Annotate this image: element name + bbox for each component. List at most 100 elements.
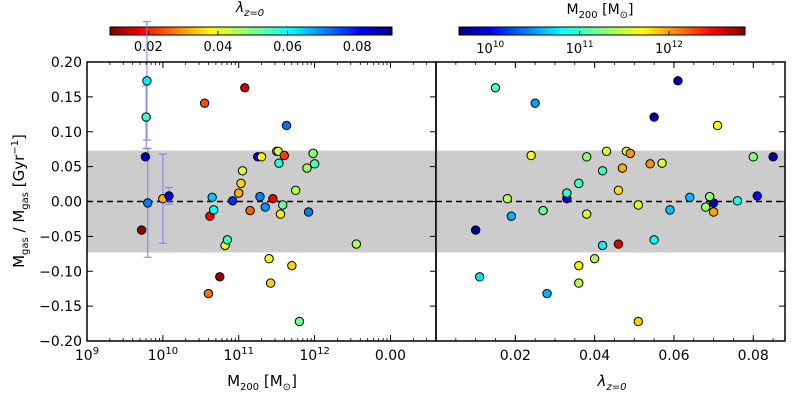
y-tick-label: 0.15 [51, 90, 82, 106]
right-data-point [597, 240, 608, 251]
left-x-tick-label: 1010 [148, 346, 179, 364]
right-data-point [589, 253, 600, 264]
right-data-point [470, 225, 481, 235]
right-colorbar-gradient [458, 26, 746, 36]
left-data-point [215, 272, 225, 282]
right-data-point [538, 205, 548, 216]
left-data-point [199, 98, 210, 108]
right-data-point [574, 260, 584, 271]
right-x-tick-label: 0.04 [579, 348, 610, 364]
left-x-axis-label: M200 [M⊙] [227, 372, 297, 393]
y-axis-label: Mgas / Mgas [Gyr−1] [10, 134, 31, 268]
right-data-point [582, 152, 592, 162]
right-colorbar-tick-label: 1011 [566, 40, 594, 57]
left-data-point [222, 235, 233, 245]
right-data-point [617, 163, 628, 173]
y-tick-label: −0.05 [39, 229, 82, 245]
left-data-point [281, 120, 292, 131]
left-data-point [290, 185, 301, 196]
left-data-point [237, 166, 248, 176]
left-data-point [136, 225, 147, 235]
left-data-point [227, 196, 238, 206]
right-data-point [732, 196, 743, 206]
left-data-point [141, 112, 151, 122]
right-data-point [704, 191, 715, 202]
right-data-point [574, 178, 584, 189]
y-tick-label: −0.10 [39, 264, 82, 280]
left-panel: 109 1010 1011 1012 0.00 [75, 20, 437, 364]
left-colorbar: λz=0 0.02 0.04 0.06 0.08 [109, 0, 393, 55]
left-data-point [142, 198, 153, 208]
right-data-point [613, 239, 624, 249]
y-tick-label: 0.00 [51, 195, 82, 211]
right-data-point [645, 159, 655, 169]
right-data-point [633, 316, 643, 327]
left-data-point [203, 288, 214, 299]
left-data-point [140, 152, 151, 162]
right-data-point [673, 76, 683, 86]
right-data-point [530, 98, 540, 108]
y-tick-label: 0.10 [51, 125, 82, 141]
y-tick-label: 0.05 [51, 160, 82, 176]
right-x-tick-label: 0.06 [658, 348, 689, 364]
y-axis-label-dot: · [16, 254, 21, 272]
right-data-point [649, 235, 659, 245]
y-tick-label: −0.20 [39, 334, 82, 350]
right-data-point [700, 202, 711, 212]
left-data-point [309, 159, 320, 169]
right-data-point [582, 209, 592, 219]
left-data-point [351, 239, 362, 249]
right-colorbar-label: M200 [M⊙] [566, 2, 633, 21]
right-x-axis-label: λz=0 [597, 372, 627, 393]
left-colorbar-tick-label: 0.06 [273, 40, 302, 55]
right-data-point [506, 211, 517, 221]
right-colorbar-tick-label: 1012 [655, 40, 683, 57]
right-data-point [768, 152, 778, 162]
right-data-point [708, 207, 719, 217]
right-data-point [625, 148, 636, 159]
y-tick-label: −0.15 [39, 299, 82, 315]
left-data-point [265, 278, 276, 288]
left-colorbar-gradient [109, 26, 393, 36]
right-data-point [542, 288, 552, 299]
right-data-point [752, 191, 762, 201]
right-x-tick-label: 0.02 [500, 348, 531, 364]
left-data-point [303, 207, 314, 217]
left-data-point [260, 202, 270, 212]
left-data-point [256, 152, 267, 162]
right-data-point [490, 83, 501, 93]
left-data-point [287, 260, 297, 271]
left-data-point [240, 83, 250, 93]
right-data-point [474, 272, 485, 282]
left-colorbar-tick-label: 0.02 [134, 40, 163, 55]
right-colorbar: M200 [M⊙] 1010 1011 1012 [458, 2, 746, 57]
left-data-point [279, 150, 289, 161]
left-data-point [209, 205, 219, 215]
left-x-tick-label: 1012 [299, 346, 330, 364]
left-data-point [294, 316, 305, 327]
left-x-tick-label: 0.00 [375, 348, 406, 364]
left-data-point [274, 158, 284, 168]
right-data-point [685, 192, 695, 203]
left-colorbar-tick-label: 0.04 [203, 40, 232, 55]
left-data-point [268, 194, 278, 204]
right-data-point [562, 188, 572, 198]
y-tick-label: 0.20 [51, 55, 82, 71]
right-colorbar-tick-label: 1010 [476, 40, 504, 57]
right-panel: 0.02 0.04 0.06 0.08 [435, 61, 786, 364]
left-data-point [302, 163, 312, 173]
left-data-point [234, 188, 244, 198]
left-data-point [308, 148, 318, 159]
right-data-point [633, 200, 643, 210]
right-data-point [574, 278, 584, 288]
right-data-point [613, 185, 624, 196]
left-data-point [275, 209, 286, 219]
right-data-point [526, 150, 536, 161]
right-data-point [597, 166, 608, 176]
right-data-point [712, 120, 723, 131]
left-data-point [255, 191, 265, 202]
left-data-point [207, 192, 217, 203]
left-data-point [264, 253, 274, 264]
left-data-point [245, 205, 255, 216]
